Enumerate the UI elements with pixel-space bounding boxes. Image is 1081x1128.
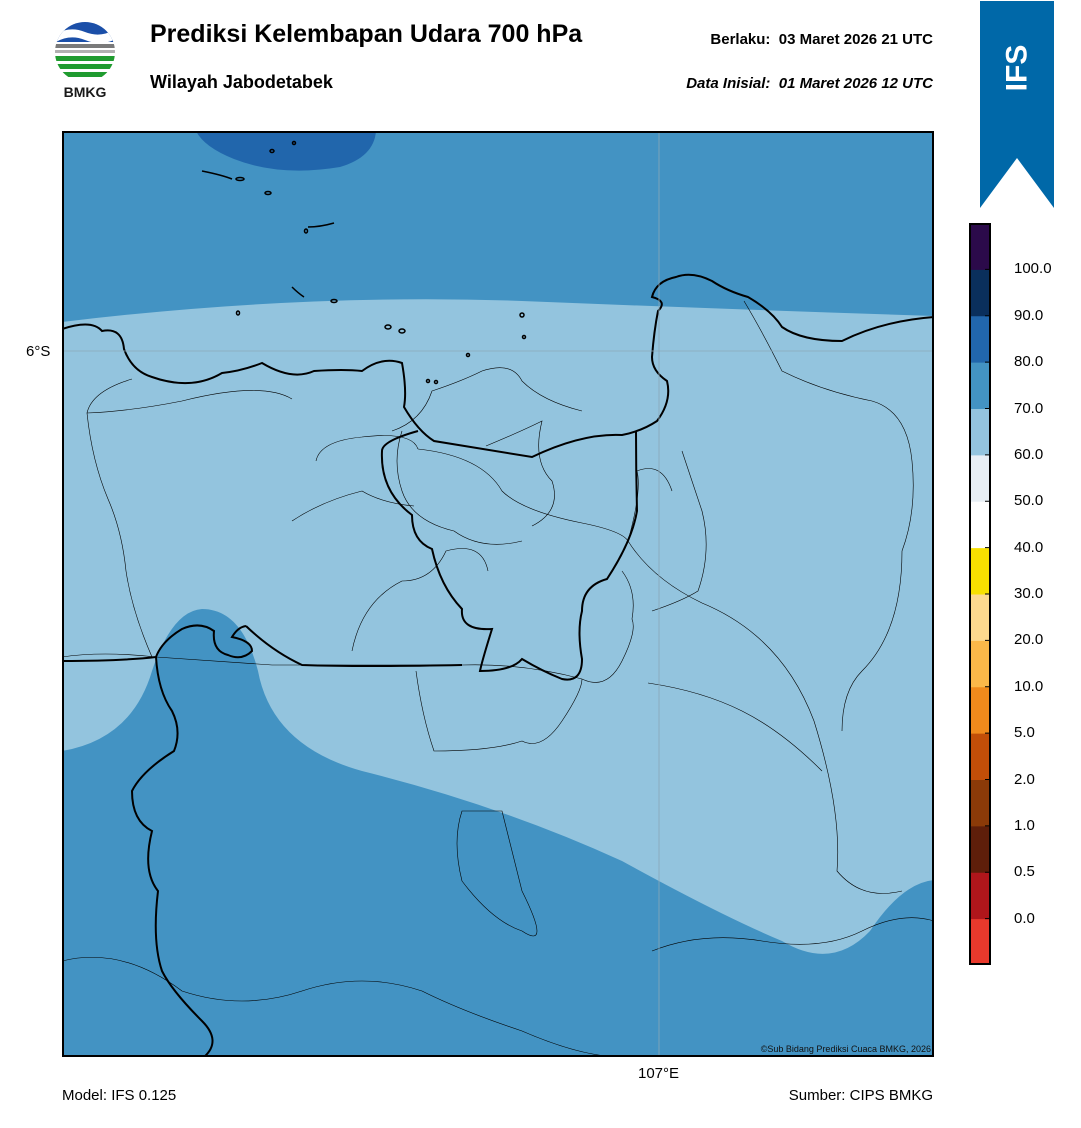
- colorbar-segment: [969, 779, 991, 827]
- colorbar-label: 5.0: [1014, 724, 1035, 742]
- colorbar-segment: [969, 594, 991, 641]
- colorbar-segment: [969, 362, 991, 409]
- colorbar-label: 60.0: [1014, 445, 1044, 463]
- colorbar-segment: [969, 454, 991, 502]
- colorbar-label: 30.0: [1014, 585, 1044, 602]
- humidity-band-80-90: [196, 131, 376, 171]
- colorbar-segment: [969, 269, 991, 317]
- copyright-note: ©Sub Bidang Prediksi Cuaca BMKG, 2026: [760, 1044, 931, 1054]
- colorbar-segment: [969, 640, 991, 688]
- colorbar-label: 40.0: [1014, 538, 1044, 556]
- colorbar-segment: [969, 223, 991, 270]
- colorbar-label: 80.0: [1014, 353, 1044, 371]
- colorbar-segment: [969, 825, 991, 873]
- colorbar-segment: [969, 547, 991, 595]
- colorbar-segment: [969, 918, 991, 965]
- colorbar-segment: [969, 501, 991, 549]
- colorbar-label: 90.0: [1014, 306, 1044, 324]
- colorbar-segment: [969, 315, 991, 363]
- colorbar-label: 1.0: [1014, 816, 1035, 834]
- colorbar-label: 0.5: [1014, 863, 1035, 881]
- init-time: Data Inisial: 01 Maret 2026 12 UTC: [686, 75, 933, 92]
- latitude-label: 6°S: [26, 343, 51, 360]
- colorbar-segment: [969, 872, 991, 920]
- valid-time: Berlaku: 03 Maret 2026 21 UTC: [710, 31, 933, 48]
- colorbar-label: 70.0: [1014, 399, 1044, 417]
- colorbar-segment: [969, 408, 991, 456]
- bmkg-logo: [55, 22, 115, 77]
- model-info: Model: IFS 0.125: [62, 1087, 177, 1104]
- admin-boundaries: [62, 300, 934, 1057]
- source-info: Sumber: CIPS BMKG: [788, 1087, 933, 1104]
- logo-text: BMKG: [63, 84, 107, 100]
- longitude-label: 107°E: [638, 1065, 680, 1082]
- colorbar-label: 2.0: [1014, 770, 1035, 788]
- region-subtitle: Wilayah Jabodetabek: [150, 72, 333, 92]
- ifs-badge-label: IFS: [980, 28, 1054, 108]
- colorbar-label: 100.0: [1014, 260, 1052, 278]
- colorbar-label: 50.0: [1014, 492, 1044, 510]
- colorbar-label: 0.0: [1014, 909, 1035, 927]
- colorbar-segment: [969, 686, 991, 734]
- ifs-badge-text: IFS: [999, 44, 1033, 92]
- chart-title: Prediksi Kelembapan Udara 700 hPa: [150, 20, 583, 48]
- thousand-islands: [201, 140, 527, 385]
- province-boundaries: [62, 273, 934, 1057]
- humidity-map: [62, 131, 934, 1057]
- colorbar-label: 10.0: [1014, 677, 1044, 695]
- humidity-band-60-70: [62, 299, 934, 954]
- colorbar-segment: [969, 733, 991, 780]
- ifs-badge: [980, 1, 1054, 208]
- humidity-colorbar: [969, 223, 991, 965]
- map-frame: [62, 131, 934, 1057]
- colorbar-label: 20.0: [1014, 631, 1044, 649]
